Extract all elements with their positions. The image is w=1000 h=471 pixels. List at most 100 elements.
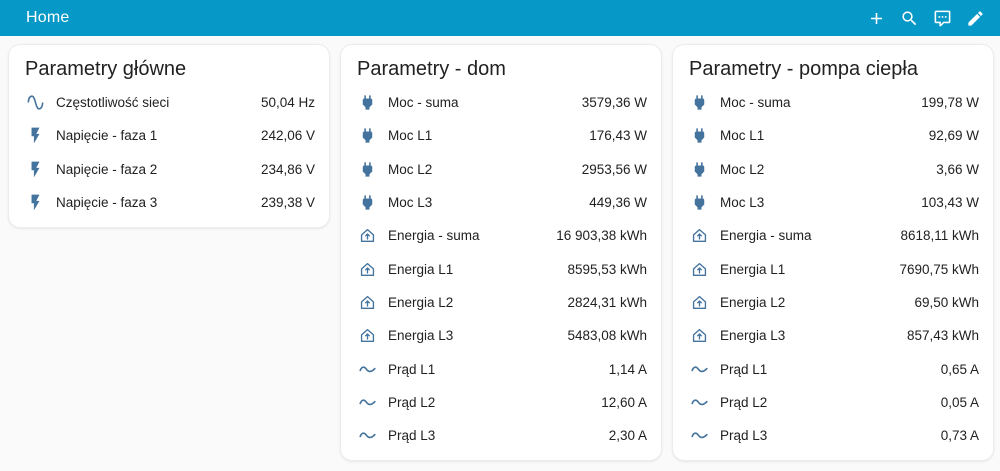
home-arrow-up-icon [355,224,379,248]
entity-row[interactable]: Moc - suma 199,78 W [673,86,993,119]
entity-row[interactable]: Moc L2 2953,56 W [341,153,661,186]
entity-label: Moc L3 [720,195,765,211]
power-plug-icon [355,191,379,215]
entity-label: Prąd L1 [720,361,768,377]
search-icon [900,9,919,28]
entity-value: 50,04 Hz [260,95,315,111]
page-title: Home [26,9,70,26]
entity-value: 0,73 A [940,428,979,444]
entity-row[interactable]: Energia L1 7690,75 kWh [673,252,993,285]
entity-value: 1,14 A [608,361,647,377]
entity-value: 0,65 A [940,361,979,377]
entity-value: 0,05 A [940,394,979,410]
card: Parametry - dom Moc - suma 3579,36 W Moc… [340,44,662,462]
card: Parametry główne Częstotliwość sieci 50,… [8,44,330,229]
home-arrow-up-icon [687,224,711,248]
entity-row[interactable]: Energia L2 2824,31 kWh [341,286,661,319]
header-actions [860,0,992,36]
entity-label: Prąd L2 [388,394,436,410]
power-plug-icon [687,191,711,215]
entity-label: Moc L1 [388,128,433,144]
entity-label: Energia L2 [720,294,786,310]
entity-label: Prąd L1 [388,361,436,377]
home-arrow-up-icon [355,290,379,314]
entity-value: 857,43 kWh [906,328,979,344]
entity-row[interactable]: Energia L3 857,43 kWh [673,319,993,352]
entity-row[interactable]: Energia - suma 16 903,38 kWh [341,219,661,252]
entity-value: 5483,08 kWh [567,328,647,344]
entity-row[interactable]: Moc L1 176,43 W [341,119,661,152]
entity-value: 8618,11 kWh [900,228,979,244]
entity-row[interactable]: Prąd L3 2,30 A [341,419,661,452]
entity-row[interactable]: Częstotliwość sieci 50,04 Hz [9,86,329,119]
power-plug-icon [355,124,379,148]
entity-row[interactable]: Moc L1 92,69 W [673,119,993,152]
entity-row[interactable]: Moc L2 3,66 W [673,153,993,186]
power-plug-icon [687,124,711,148]
entity-label: Energia L2 [388,294,454,310]
entity-row[interactable]: Prąd L2 0,05 A [673,386,993,419]
app-header: Home [0,0,1000,36]
home-arrow-up-icon [355,257,379,281]
entity-row[interactable]: Energia L2 69,50 kWh [673,286,993,319]
card-title: Parametry - dom [357,58,506,80]
entity-label: Energia - suma [388,228,480,244]
entity-row[interactable]: Energia L1 8595,53 kWh [341,252,661,285]
entity-value: 103,43 W [921,195,979,211]
add-button[interactable] [860,0,893,36]
entity-row[interactable]: Napięcie - faza 1 242,06 V [9,119,329,152]
entity-label: Prąd L3 [720,428,768,444]
entity-label: Energia L3 [388,328,454,344]
entity-label: Napięcie - faza 3 [56,195,158,211]
entity-row[interactable]: Prąd L1 0,65 A [673,352,993,385]
entity-row[interactable]: Napięcie - faza 3 239,38 V [9,186,329,219]
entity-label: Moc - suma [388,95,459,111]
entity-value: 92,69 W [928,128,979,144]
entity-value: 234,86 V [260,161,315,177]
entity-value: 7690,75 kWh [899,261,979,277]
edit-dashboard-button[interactable] [959,0,992,36]
entity-row[interactable]: Moc - suma 3579,36 W [341,86,661,119]
card: Parametry - pompa ciepła Moc - suma 199,… [672,44,994,462]
power-plug-icon [355,91,379,115]
entity-value: 3,66 W [936,161,979,177]
flash-icon [23,191,47,215]
assist-button[interactable] [926,0,959,36]
entity-label: Moc L2 [720,161,765,177]
entity-label: Moc L3 [388,195,433,211]
entity-row[interactable]: Moc L3 103,43 W [673,186,993,219]
entity-label: Moc L2 [388,161,433,177]
power-plug-icon [687,91,711,115]
entity-value: 2953,56 W [581,161,647,177]
entity-row[interactable]: Energia - suma 8618,11 kWh [673,219,993,252]
entity-row[interactable]: Napięcie - faza 2 234,86 V [9,153,329,186]
entity-row[interactable]: Prąd L1 1,14 A [341,352,661,385]
sine-wave-icon [23,91,47,115]
entity-row[interactable]: Prąd L3 0,73 A [673,419,993,452]
entity-row[interactable]: Prąd L2 12,60 A [341,386,661,419]
entity-label: Napięcie - faza 2 [56,161,158,177]
flash-icon [23,124,47,148]
home-arrow-up-icon [355,324,379,348]
current-ac-icon [355,424,379,448]
entity-value: 176,43 W [589,128,647,144]
current-ac-icon [687,357,711,381]
entity-value: 69,50 kWh [914,294,979,310]
plus-icon [867,9,886,28]
entity-value: 16 903,38 kWh [556,228,647,244]
search-button[interactable] [893,0,926,36]
entity-value: 449,36 W [589,195,647,211]
entity-label: Moc - suma [720,95,791,111]
entity-label: Energia L3 [720,328,786,344]
current-ac-icon [355,357,379,381]
comment-icon [933,9,952,28]
entity-value: 242,06 V [260,128,315,144]
dashboard-view: Parametry główne Częstotliwość sieci 50,… [0,36,1000,469]
entity-row[interactable]: Energia L3 5483,08 kWh [341,319,661,352]
entity-rows: Moc - suma 3579,36 W Moc L1 176,43 W Moc… [341,86,661,452]
entity-rows: Moc - suma 199,78 W Moc L1 92,69 W Moc L… [673,86,993,452]
entity-value: 12,60 A [601,394,647,410]
entity-value: 8595,53 kWh [567,261,647,277]
current-ac-icon [687,424,711,448]
entity-row[interactable]: Moc L3 449,36 W [341,186,661,219]
